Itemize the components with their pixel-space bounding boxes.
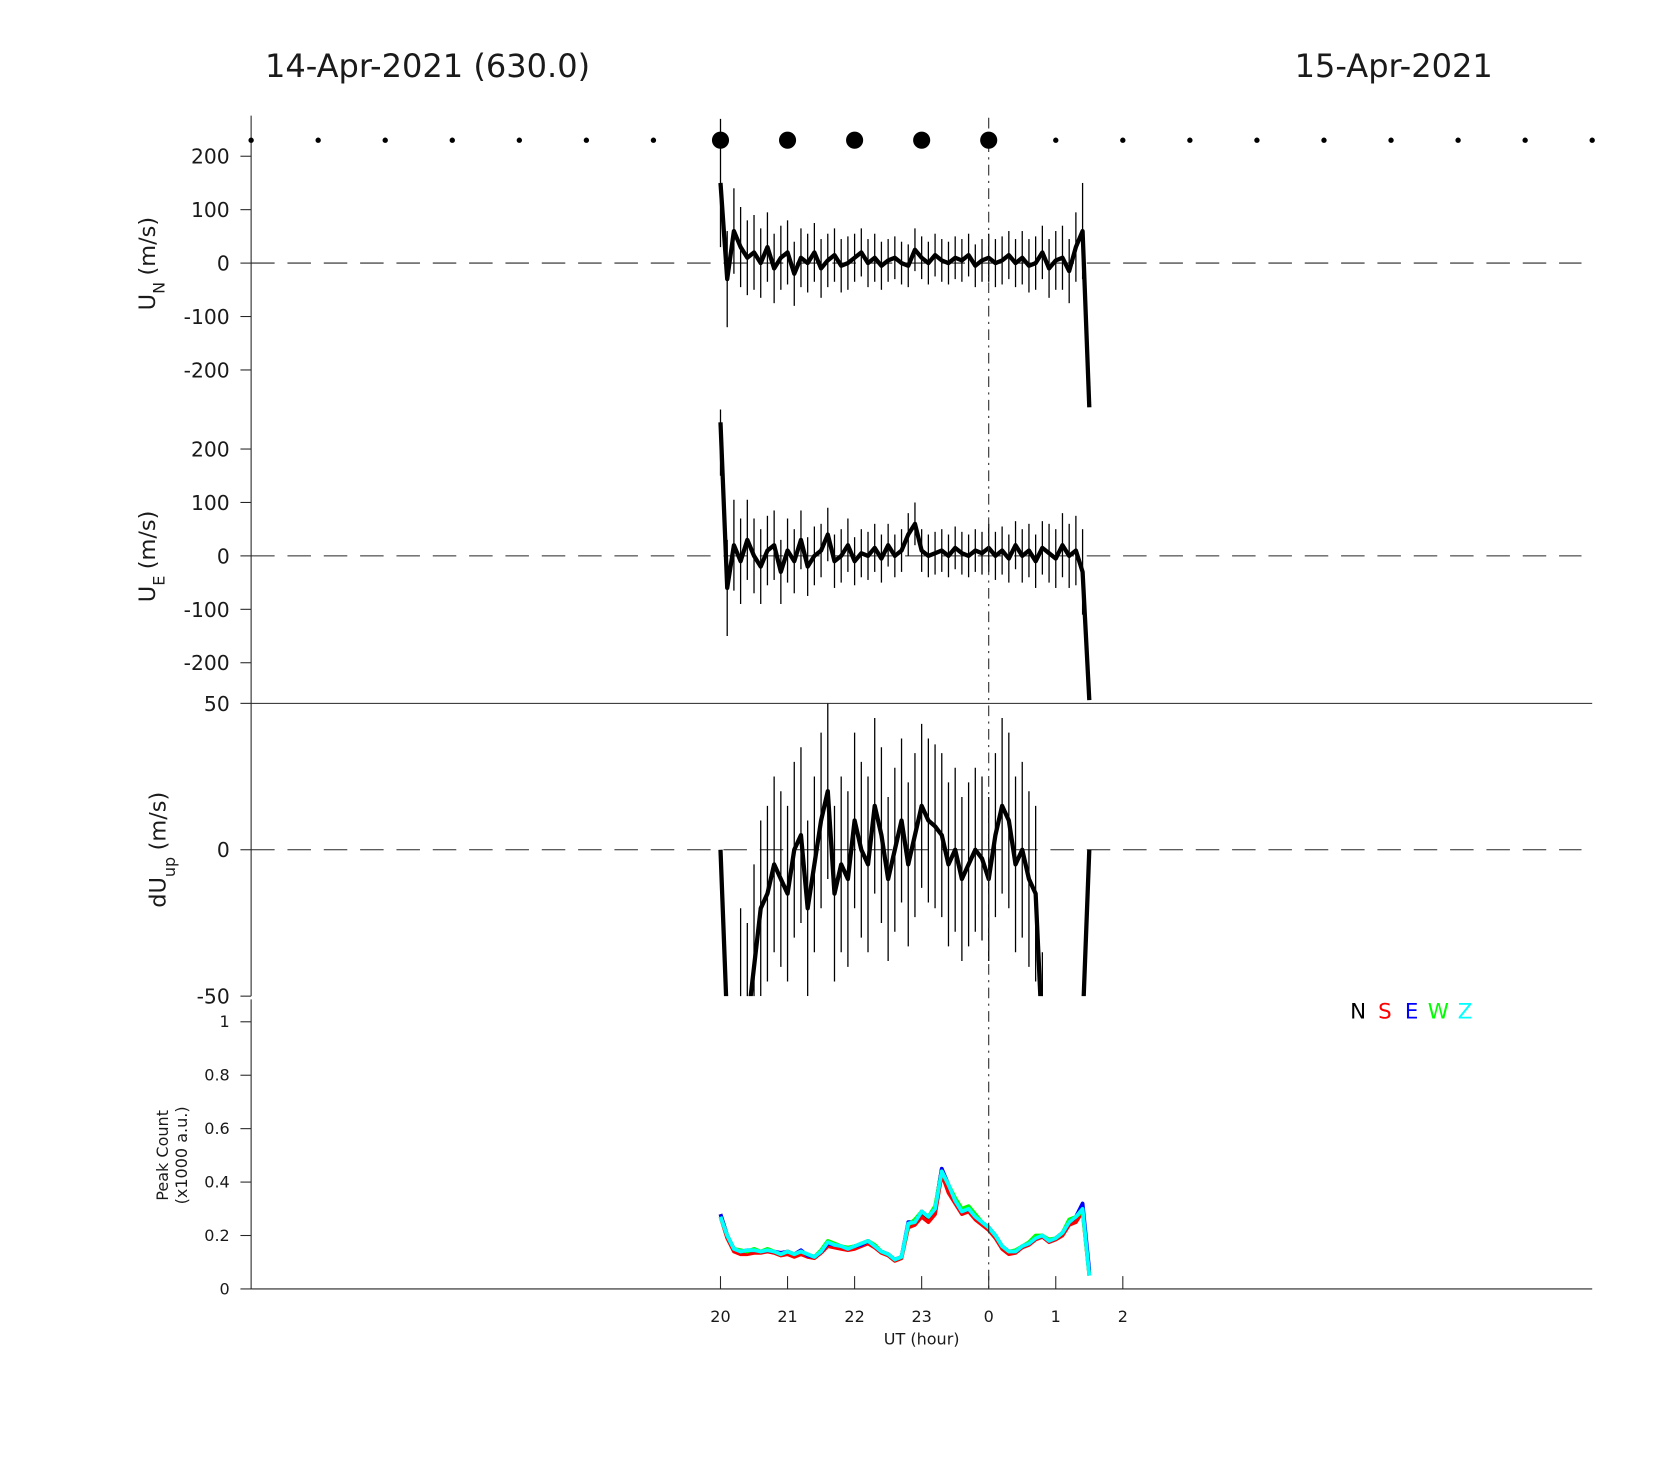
y-label-sub: up xyxy=(160,857,179,877)
status-marker-large xyxy=(779,131,797,149)
y-tick-label: 0.6 xyxy=(204,1119,229,1138)
y-axis-label: dUup (m/s) xyxy=(146,792,180,908)
data-group xyxy=(718,118,1092,408)
y-tick-label: 0 xyxy=(217,544,230,568)
y-tick-label: -200 xyxy=(184,358,230,382)
status-marker-large xyxy=(980,131,998,149)
series-line xyxy=(718,1166,1092,1274)
x-tick-label: 2 xyxy=(1118,1307,1128,1326)
data-group xyxy=(718,1166,1092,1276)
y-tick-label: 1 xyxy=(220,1012,230,1031)
y-axis-label-2: (x1000 a.u.) xyxy=(172,1106,191,1204)
status-marker-small xyxy=(583,137,590,143)
x-tick-label: 0 xyxy=(984,1307,994,1326)
left-date: 14-Apr-2021 (630.0) xyxy=(265,47,590,85)
mean-line xyxy=(718,182,1092,408)
x-tick-label: 22 xyxy=(844,1307,864,1326)
y-tick-label: 0.8 xyxy=(204,1066,229,1085)
y-label-main: U xyxy=(135,586,161,602)
legend-entry: Z xyxy=(1458,1000,1473,1025)
status-marker-small xyxy=(1053,137,1059,143)
data-group xyxy=(718,703,1092,997)
status-marker-small xyxy=(1388,137,1394,143)
y-tick-label: -50 xyxy=(197,985,230,1009)
y-axis-label: UE (m/s) xyxy=(135,511,169,603)
y-tick-label: 100 xyxy=(191,491,230,515)
status-marker-small xyxy=(1254,137,1260,143)
series-line xyxy=(718,1169,1092,1276)
y-label-main: dU xyxy=(146,877,172,908)
y-label-unit: (m/s) xyxy=(146,792,172,851)
legend-entry: E xyxy=(1405,1000,1418,1025)
y-tick-label: -100 xyxy=(184,598,230,622)
legend-entry: S xyxy=(1378,1000,1392,1025)
x-tick-label: 23 xyxy=(911,1307,931,1326)
y-tick-label: 0 xyxy=(217,838,230,862)
x-tick-label: 1 xyxy=(1051,1307,1061,1326)
mean-line xyxy=(718,789,1092,997)
status-marker-large xyxy=(711,131,730,149)
x-tick-label: 21 xyxy=(777,1307,797,1326)
y-label-sub: N xyxy=(150,282,169,294)
series-line xyxy=(718,1169,1092,1276)
status-marker-small xyxy=(516,137,523,143)
status-marker-small xyxy=(1120,137,1126,143)
legend-entry: N xyxy=(1350,1000,1366,1025)
y-tick-label: 0 xyxy=(220,1279,230,1298)
y-tick-label: 0 xyxy=(217,252,230,276)
status-marker-small xyxy=(1455,137,1461,143)
right-date: 15-Apr-2021 xyxy=(1295,47,1493,85)
y-label-unit: (m/s) xyxy=(135,217,161,276)
status-marker-small xyxy=(315,137,321,143)
y-axis-label: UN (m/s) xyxy=(135,217,169,310)
y-tick-label: 0.4 xyxy=(204,1172,229,1191)
y-label-unit: (m/s) xyxy=(135,511,161,570)
x-axis-label: UT (hour) xyxy=(884,1330,960,1349)
y-tick-label: 50 xyxy=(204,692,230,716)
data-group xyxy=(718,409,1092,701)
y-label-sub: E xyxy=(150,576,169,586)
y-tick-label: 0.2 xyxy=(204,1226,229,1245)
y-tick-label: 100 xyxy=(191,198,230,222)
status-marker-large xyxy=(913,131,931,149)
legend-entry: W xyxy=(1428,1000,1449,1025)
mean-line xyxy=(718,422,1092,701)
x-tick-label: 20 xyxy=(710,1307,730,1326)
y-tick-label: 200 xyxy=(191,145,230,169)
status-marker-small xyxy=(1321,137,1327,143)
status-marker-small xyxy=(449,137,455,143)
series-line xyxy=(718,1172,1092,1276)
status-marker-small xyxy=(1522,137,1528,143)
status-marker-small xyxy=(1187,137,1193,143)
status-marker-small xyxy=(650,137,657,143)
y-tick-label: 200 xyxy=(191,438,230,462)
y-axis-label: Peak Count xyxy=(153,1110,172,1201)
status-marker-small xyxy=(1589,137,1595,143)
y-tick-label: -100 xyxy=(184,305,230,329)
y-label-main: U xyxy=(135,294,161,310)
y-tick-label: -200 xyxy=(184,651,230,675)
status-marker-large xyxy=(846,131,864,149)
status-marker-small xyxy=(382,137,388,143)
status-marker-small xyxy=(248,137,254,143)
